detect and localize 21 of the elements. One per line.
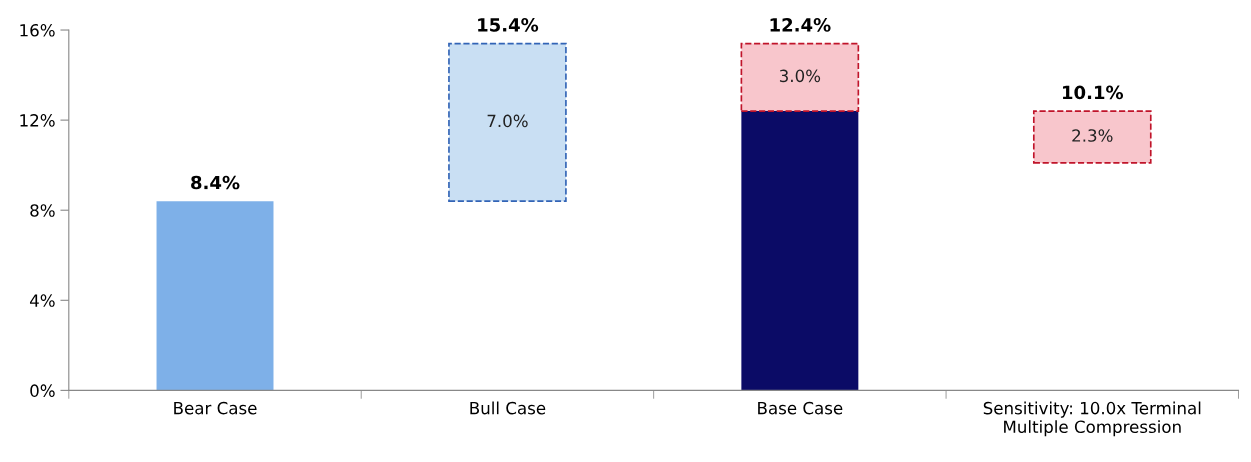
y-tick-label: 8% — [30, 204, 55, 217]
bar — [740, 42, 860, 112]
x-tick-label: Sensitivity: 10.0x Terminal Multiple Compression — [983, 401, 1201, 437]
y-tick-label: 16% — [20, 23, 55, 37]
annotation: 10.1% — [1063, 85, 1124, 100]
bar — [1032, 110, 1152, 164]
y-tick-label: 12% — [20, 114, 55, 127]
annotation: 12.4% — [770, 18, 831, 32]
bar — [156, 201, 274, 391]
y-tick-label: 4% — [29, 294, 55, 307]
data-label: 7.0% — [487, 114, 528, 128]
data-label: 3.0% — [779, 69, 821, 83]
x-tick-label: Bear Case — [174, 401, 257, 415]
x-tick-label: Base Case — [758, 401, 843, 415]
x-tick-label: Bull Case — [470, 401, 546, 415]
bar — [741, 111, 859, 391]
bar — [448, 42, 567, 203]
annotation: 15.4% — [478, 18, 539, 32]
data-label: 2.3% — [1072, 129, 1113, 142]
y-tick-label: 0% — [30, 384, 55, 397]
annotation: 8.4% — [191, 175, 240, 190]
